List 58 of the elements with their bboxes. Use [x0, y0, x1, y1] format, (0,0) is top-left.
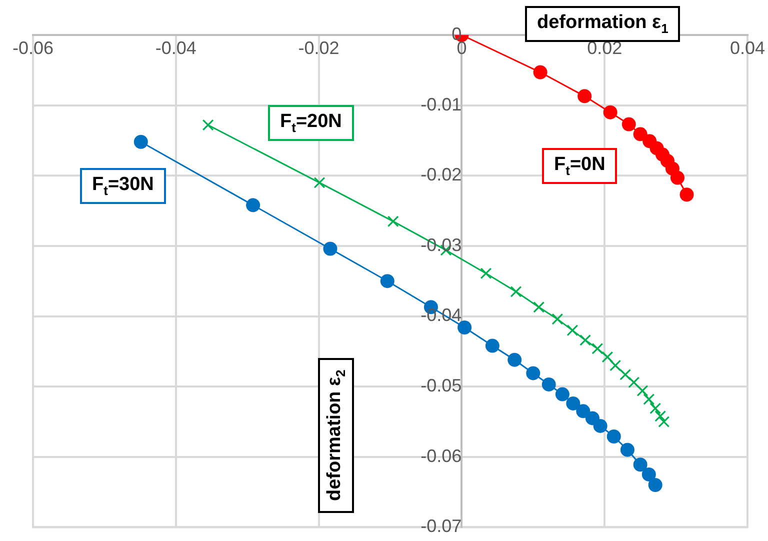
point [387, 216, 399, 228]
point [622, 117, 636, 132]
point [602, 351, 614, 363]
point [648, 478, 662, 492]
point [533, 301, 545, 313]
point [670, 170, 684, 185]
point [642, 467, 656, 482]
point [628, 376, 640, 388]
x-tick-label: -0.04 [155, 38, 196, 58]
series-label: F$_{t}$=0N [542, 148, 618, 184]
point [380, 274, 394, 288]
point [603, 105, 618, 120]
point [485, 338, 500, 353]
point [650, 402, 662, 414]
point [555, 387, 570, 402]
point [458, 320, 472, 335]
point [658, 416, 670, 428]
point [643, 393, 655, 405]
point [566, 396, 580, 410]
point [633, 458, 648, 472]
x-tick-label: 0.04 [730, 38, 766, 58]
point [606, 429, 621, 444]
y-tick-label: -0.07 [420, 516, 462, 536]
point [680, 188, 694, 202]
point [134, 134, 148, 149]
x-axis-title: deformation ε$_{1}$ [537, 12, 668, 36]
y-tick-label: -0.01 [420, 94, 462, 114]
point [323, 242, 338, 256]
point [620, 442, 634, 457]
point [552, 313, 564, 325]
point [578, 89, 592, 104]
point [654, 410, 666, 422]
point [526, 366, 540, 380]
point [533, 65, 548, 80]
point [542, 377, 556, 392]
x-tick-label: 0.02 [587, 38, 622, 58]
point [246, 198, 260, 212]
point [580, 334, 592, 346]
point [314, 176, 326, 188]
series-label: F$_{t}$=30N [80, 168, 166, 204]
point [508, 352, 522, 367]
point [633, 127, 648, 142]
point [610, 360, 622, 372]
point [566, 324, 578, 336]
y-tick-label: -0.06 [420, 446, 462, 466]
point [480, 268, 492, 280]
point [620, 368, 632, 380]
point [636, 385, 648, 397]
point [510, 286, 522, 298]
point [592, 342, 604, 354]
x-tick-label: -0.02 [298, 38, 340, 58]
point [576, 404, 590, 418]
point [202, 119, 214, 131]
series-label: F$_{t}$=20N [268, 105, 354, 141]
y-tick-label: -0.05 [420, 376, 462, 396]
y-tick-label: -0.02 [420, 164, 462, 185]
point [593, 418, 608, 433]
x-tick-label: -0.06 [12, 38, 54, 58]
